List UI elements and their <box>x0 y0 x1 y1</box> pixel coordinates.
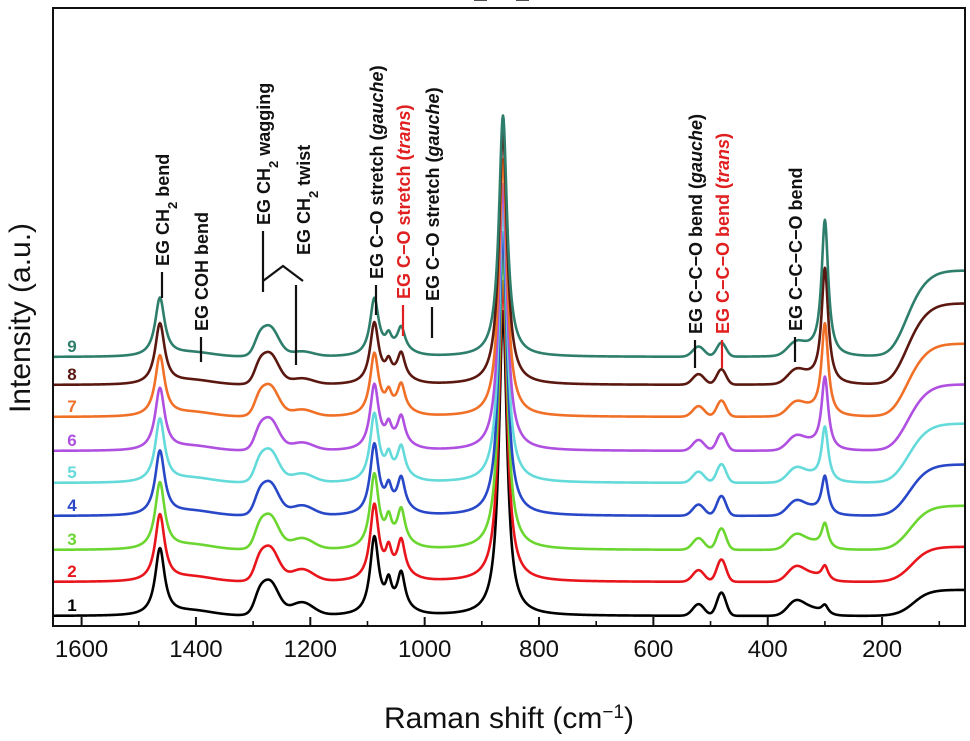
x-tick-label-1400: 1400 <box>169 636 222 663</box>
annotation-co-stretch-trans-part: ) <box>394 104 414 110</box>
annotation-ch2-bend: EG CH2 bend <box>153 154 180 266</box>
annotation-cco-bend-trans-part: EG C−C−O bend ( <box>713 183 733 334</box>
series-line-4 <box>52 230 966 518</box>
annotation-ch2-twist: EG CH2 twist <box>294 145 321 255</box>
annotation-co-stretch-trans-part: EG C−O stretch ( <box>394 154 414 299</box>
series-label-4: 4 <box>67 496 77 515</box>
annotation-co-stretch-trans-part: trans <box>394 110 414 154</box>
series-label-3: 3 <box>67 530 76 549</box>
annotation-ch2-wagging: EG CH2 wagging <box>254 83 281 225</box>
annotation-cco-bend-trans: EG C−C−O bend (trans) <box>713 133 733 334</box>
x-tick-label-400: 400 <box>748 636 788 663</box>
y-axis-title: Intensity (a.u.) <box>4 223 37 413</box>
series-line-5 <box>52 205 966 485</box>
annotation-co-stretch-gauche-1-part: gauche <box>367 71 387 135</box>
series-label-6: 6 <box>67 431 76 450</box>
annotation-cc-stretch-complex: EG C−C stretch complex <box>471 0 491 2</box>
x-tick-label-600: 600 <box>633 636 673 663</box>
annotation-co-stretch-gauche-2-part: ) <box>423 87 443 93</box>
annotation-co-stretch-trans: EG C−O stretch (trans) <box>394 104 414 299</box>
annotation-ch2-bend-part: EG CH <box>153 209 173 266</box>
x-tick-label-200: 200 <box>862 636 902 663</box>
series-label-8: 8 <box>67 365 76 384</box>
annotation-cco-bend-trans-part: ) <box>713 133 733 139</box>
series-label-9: 9 <box>67 337 76 356</box>
annotation-cc-stretch-complex-part: EG C−C stretch complex <box>471 0 491 2</box>
annotation-ch2-bend-part: 2 <box>165 202 180 209</box>
annotation-ch2-twist-part: EG CH <box>294 198 314 255</box>
series-label-2: 2 <box>67 562 76 581</box>
annotation-co-stretch-gauche-1-part: ) <box>367 65 387 71</box>
annotation-ch2-bend-part: bend <box>153 154 173 202</box>
plot-frame <box>52 7 966 627</box>
annotation-ch2-twist-part: twist <box>294 145 314 191</box>
x-axis-title: Raman shift (cm−1) <box>384 702 634 736</box>
annotation-co-stretch-gauche-1: EG C−O stretch (gauche) <box>367 65 387 279</box>
series-line-1 <box>52 309 966 618</box>
series-line-3 <box>52 251 966 552</box>
annotation-ch2-wagging-part: 2 <box>266 161 281 168</box>
x-tick-label-1600: 1600 <box>55 636 108 663</box>
annotation-cco-bend-gauche-part: EG C−C−O bend ( <box>686 183 706 334</box>
series-line-2 <box>52 279 966 584</box>
annotation-cc-stretch: EG C−C stretch <box>513 0 533 2</box>
annotation-cco-bend-gauche-part: gauche <box>686 120 706 184</box>
x-tick-label-800: 800 <box>519 636 559 663</box>
series-lines <box>52 114 966 618</box>
x-tick-label-1200: 1200 <box>284 636 337 663</box>
annotation-cco-bend-gauche: EG C−C−O bend (gauche) <box>686 114 706 334</box>
annotation-coh-bend: EG COH bend <box>192 212 212 331</box>
annotation-coh-bend-part: EG COH bend <box>192 212 212 331</box>
annotation-bracket-ch2 <box>261 260 304 365</box>
annotation-cco-bend-trans-part: trans <box>713 139 733 183</box>
x-axis-ticks: 1600 1400 1200 1000 800 600 400 200 <box>55 617 941 663</box>
annotation-ch2-wagging-part: wagging <box>254 83 274 161</box>
series-line-6 <box>52 182 966 453</box>
series-line-8 <box>52 129 966 387</box>
annotation-co-stretch-gauche-2: EG C−O stretch (gauche) <box>423 87 443 301</box>
annotation-ccco-bend: EG C−C−C−O bend <box>786 167 806 331</box>
annotation-co-stretch-gauche-2-part: EG C−O stretch ( <box>423 156 443 301</box>
series-line-7 <box>52 158 966 419</box>
x-tick-label-1000: 1000 <box>398 636 451 663</box>
series-label-5: 5 <box>67 463 76 482</box>
annotation-cco-bend-gauche-part: ) <box>686 114 706 120</box>
annotation-cc-stretch-part: EG C−C stretch <box>513 0 533 2</box>
series-labels: 1 2 3 4 5 6 7 8 9 <box>67 337 77 615</box>
series-line-9 <box>52 114 966 359</box>
annotation-ch2-wagging-part: EG CH <box>254 168 274 225</box>
annotation-ccco-bend-part: EG C−C−C−O bend <box>786 167 806 331</box>
series-label-7: 7 <box>67 397 76 416</box>
series-label-1: 1 <box>67 596 76 615</box>
annotation-ch2-twist-part: 2 <box>306 191 321 198</box>
annotation-co-stretch-gauche-2-part: gauche <box>423 93 443 157</box>
annotation-co-stretch-gauche-1-part: EG C−O stretch ( <box>367 134 387 279</box>
